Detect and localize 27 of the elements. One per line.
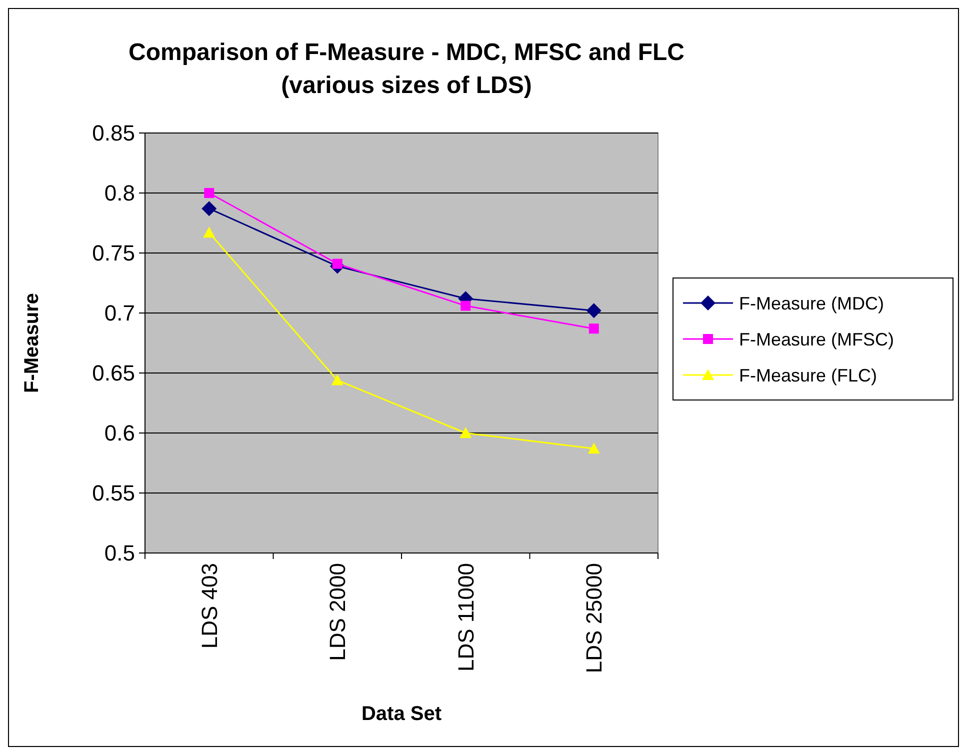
y-tick-label: 0.65 (92, 360, 135, 386)
x-tick-label: LDS 11000 (453, 563, 478, 672)
y-tick-label: 0.7 (104, 300, 135, 326)
chart-title: Comparison of F-Measure - MDC, MFSC and FLC (various sizes of LDS) (128, 39, 685, 99)
point (204, 188, 214, 198)
y-tick-label: 0.75 (92, 240, 135, 266)
point (460, 300, 471, 311)
x-tick-label: LDS 403 (196, 563, 222, 649)
point (202, 201, 217, 216)
y-tick-label: 0.8 (104, 180, 135, 206)
point (203, 226, 216, 238)
y-tick-label: 0.55 (92, 480, 135, 506)
y-tick-label: 0.85 (92, 120, 135, 146)
legend-label: F-Measure (MFSC) (739, 329, 894, 350)
point (460, 427, 472, 438)
point (331, 374, 344, 386)
x-tick-label: LDS 25000 (582, 563, 607, 674)
x-tick-label: LDS 2000 (325, 563, 350, 661)
x-axis-title: Data Set (361, 703, 442, 725)
y-tick-label: 0.6 (104, 420, 135, 446)
point (586, 303, 602, 318)
y-axis-title: F-Measure (21, 292, 43, 394)
point (588, 324, 599, 334)
legend-label: F-Measure (FLC) (739, 365, 878, 386)
point (588, 442, 600, 454)
legend-label: F-Measure (MDC) (739, 293, 884, 314)
y-tick-label: 0.5 (104, 540, 135, 566)
